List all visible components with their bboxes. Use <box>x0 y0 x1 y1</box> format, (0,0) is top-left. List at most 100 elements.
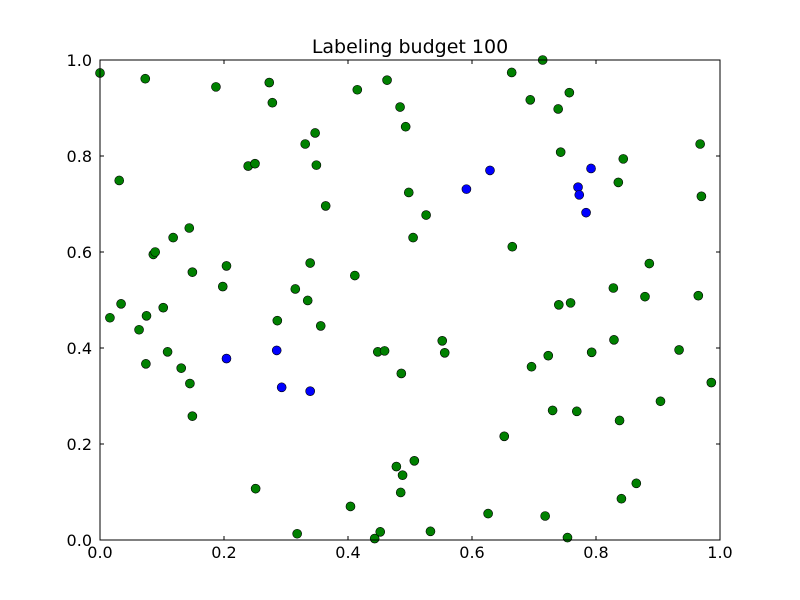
data-point <box>276 382 287 393</box>
data-point <box>300 139 311 149</box>
data-point <box>187 267 198 277</box>
x-tick-label: 1.0 <box>707 543 732 562</box>
data-point <box>499 431 510 442</box>
data-point <box>581 207 591 218</box>
data-point <box>609 335 619 345</box>
x-tick-label: 0.2 <box>211 543 236 562</box>
data-point <box>574 190 585 200</box>
data-point <box>140 73 151 84</box>
x-tick-label: 0.4 <box>335 543 360 562</box>
data-point <box>526 361 537 372</box>
data-point <box>310 128 320 138</box>
data-point <box>305 258 315 268</box>
data-point <box>211 82 221 92</box>
data-point <box>421 210 431 220</box>
data-point <box>616 493 627 504</box>
x-tick-label: 0.6 <box>459 543 484 562</box>
data-point <box>400 121 411 132</box>
data-point <box>439 347 450 358</box>
data-point <box>382 75 392 85</box>
data-point <box>350 270 360 281</box>
data-point <box>305 386 315 397</box>
data-point <box>547 405 558 416</box>
data-point <box>271 345 282 356</box>
data-point <box>302 295 313 306</box>
x-tick-label: 0.0 <box>87 543 112 562</box>
data-point <box>586 163 596 174</box>
data-point <box>168 232 178 243</box>
data-point <box>674 345 684 355</box>
data-point <box>221 261 232 271</box>
data-point <box>564 87 575 98</box>
data-point <box>379 346 390 356</box>
plot-frame <box>99 59 721 541</box>
data-point <box>437 335 448 346</box>
data-point <box>250 158 260 169</box>
data-point <box>655 396 666 407</box>
data-point <box>565 298 576 308</box>
data-point <box>315 321 326 331</box>
data-point <box>540 511 550 521</box>
data-point <box>320 201 331 211</box>
data-point <box>158 302 169 313</box>
data-point <box>221 353 232 364</box>
y-tick-label: 0.0 <box>67 531 92 550</box>
data-point <box>586 347 597 358</box>
data-point <box>631 478 642 489</box>
data-point <box>184 223 195 233</box>
data-point <box>483 508 493 519</box>
data-point <box>134 324 144 335</box>
data-point <box>706 377 717 388</box>
data-point <box>506 67 517 78</box>
chart-title: Labeling budget 100 <box>312 36 508 58</box>
data-point <box>608 283 619 293</box>
data-point <box>290 284 301 294</box>
data-point <box>525 95 536 105</box>
data-point <box>695 139 705 149</box>
data-point <box>369 533 380 544</box>
data-point <box>396 368 407 379</box>
data-point <box>141 311 152 321</box>
data-point <box>150 247 160 257</box>
data-point <box>311 160 322 170</box>
data-point <box>543 350 554 361</box>
data-point <box>397 470 408 481</box>
data-point <box>292 528 302 539</box>
y-tick-label: 0.4 <box>67 339 92 358</box>
data-point <box>693 290 704 301</box>
data-point <box>403 187 414 198</box>
data-point <box>425 526 436 537</box>
points-layer <box>95 55 717 544</box>
data-point <box>217 281 228 292</box>
data-point <box>176 363 187 373</box>
y-tick-label: 1.0 <box>67 51 92 70</box>
data-point <box>461 184 472 194</box>
data-point <box>553 104 563 114</box>
data-point <box>613 177 624 188</box>
data-point <box>116 299 126 309</box>
x-tick-label: 0.8 <box>583 543 608 562</box>
data-point <box>264 77 275 88</box>
data-point <box>696 191 707 202</box>
data-point <box>375 527 386 537</box>
data-point <box>391 461 402 472</box>
data-point <box>553 299 564 310</box>
data-point <box>272 315 283 326</box>
data-point <box>250 483 261 494</box>
data-point <box>345 501 356 512</box>
data-point <box>562 532 573 543</box>
axes-layer: 0.0 0.2 0.4 0.6 0.8 1.0 0.0 0.2 0.4 0.6 0.8 1.0 <box>67 51 733 562</box>
data-point <box>185 378 195 389</box>
data-point <box>507 241 518 252</box>
data-point <box>571 406 582 417</box>
data-point <box>162 347 173 357</box>
data-point <box>485 165 495 176</box>
data-point <box>105 312 115 323</box>
data-point <box>644 258 655 269</box>
data-point <box>618 154 629 164</box>
data-point <box>640 291 650 302</box>
data-point <box>395 487 406 498</box>
data-point <box>352 84 363 95</box>
